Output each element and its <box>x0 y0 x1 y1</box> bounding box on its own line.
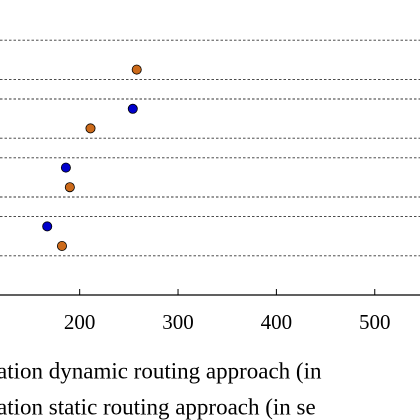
point <box>64 182 75 193</box>
point <box>56 240 67 251</box>
point <box>42 221 53 232</box>
point <box>85 123 96 134</box>
point <box>127 103 138 114</box>
x-tick-label: 500 <box>359 310 391 334</box>
x-tick-label: 300 <box>162 310 194 334</box>
x-tick-label: 200 <box>64 310 96 334</box>
legend-label: ation dynamic routing approach (in <box>0 358 322 383</box>
legend-label: ation static routing approach (in se <box>0 394 316 419</box>
x-tick-label: 400 <box>261 310 293 334</box>
point <box>60 162 71 173</box>
point <box>131 64 142 75</box>
